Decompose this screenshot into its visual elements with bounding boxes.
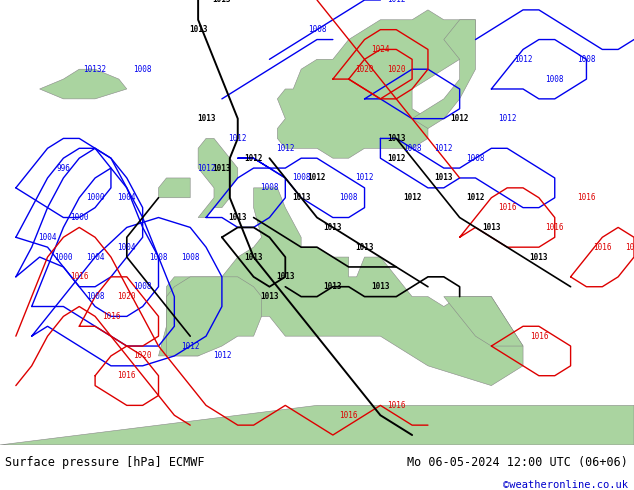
Text: 1013: 1013 [260,292,279,301]
Text: 1013: 1013 [276,272,295,281]
Text: 1020: 1020 [387,65,406,74]
Text: 1016: 1016 [339,411,358,420]
Text: 1013: 1013 [189,25,207,34]
Text: 1013: 1013 [197,114,216,123]
Text: 1012: 1012 [466,193,485,202]
Text: 1016: 1016 [624,243,634,252]
Polygon shape [444,296,523,346]
Text: 1008: 1008 [403,144,422,153]
Text: 1008: 1008 [307,25,327,34]
Text: 1013: 1013 [228,213,247,222]
Text: 1013: 1013 [482,223,501,232]
Text: 1012: 1012 [181,342,200,350]
Text: 1000: 1000 [86,193,105,202]
Text: 1012: 1012 [307,173,327,182]
Polygon shape [158,178,190,198]
Text: 1013: 1013 [212,0,231,4]
Text: 1013: 1013 [244,252,263,262]
Polygon shape [278,10,476,158]
Text: 1016: 1016 [529,332,548,341]
Text: 1008: 1008 [339,193,358,202]
Text: 1004: 1004 [38,233,57,242]
Text: 1013: 1013 [292,193,311,202]
Text: 1008: 1008 [260,183,279,193]
Text: 1020: 1020 [117,292,136,301]
Text: 1012: 1012 [228,134,247,143]
Text: 1016: 1016 [70,272,89,281]
Text: 1012: 1012 [387,0,406,4]
Polygon shape [158,188,523,386]
Text: 1016: 1016 [545,223,564,232]
Text: 1013: 1013 [387,134,406,143]
Text: 1008: 1008 [181,252,200,262]
Text: 1012: 1012 [276,144,295,153]
Text: Surface pressure [hPa] ECMWF: Surface pressure [hPa] ECMWF [5,457,205,469]
Polygon shape [0,405,634,445]
Text: 996: 996 [56,164,70,172]
Text: 1008: 1008 [545,74,564,84]
Text: 1012: 1012 [514,55,533,64]
Text: 1024: 1024 [371,45,390,54]
Text: 1016: 1016 [577,193,596,202]
Text: 1013: 1013 [371,282,390,291]
Text: 1008: 1008 [577,55,596,64]
Text: 1016: 1016 [387,401,406,410]
Text: 1008: 1008 [292,173,311,182]
Text: 1008: 1008 [149,252,168,262]
Text: 1012: 1012 [387,154,406,163]
Text: 1008: 1008 [466,154,485,163]
Text: 1012: 1012 [450,114,469,123]
Polygon shape [198,138,238,218]
Text: 1020: 1020 [133,351,152,361]
Text: 1016: 1016 [593,243,612,252]
Text: 1008: 1008 [133,65,152,74]
Text: 1012: 1012 [212,351,231,361]
Text: 1012: 1012 [434,144,453,153]
Polygon shape [166,277,261,356]
Text: 1016: 1016 [117,371,136,380]
Text: 1008: 1008 [133,282,152,291]
Text: 1013: 1013 [355,243,374,252]
Text: 1016: 1016 [101,312,120,321]
Text: 1008: 1008 [86,292,105,301]
Polygon shape [412,20,476,128]
Text: 1004: 1004 [117,243,136,252]
Text: 10132: 10132 [84,65,107,74]
Text: 1004: 1004 [86,252,105,262]
Text: Mo 06-05-2024 12:00 UTC (06+06): Mo 06-05-2024 12:00 UTC (06+06) [407,457,628,469]
Text: 1004: 1004 [117,193,136,202]
Text: 1012: 1012 [355,173,374,182]
Text: ©weatheronline.co.uk: ©weatheronline.co.uk [503,480,628,490]
Text: 1000: 1000 [54,252,73,262]
Text: 1013: 1013 [529,252,548,262]
Text: 1013: 1013 [212,164,231,172]
Text: 1000: 1000 [70,213,89,222]
Text: 1016: 1016 [498,203,517,212]
Text: 1020: 1020 [355,65,374,74]
Polygon shape [39,69,127,99]
Text: 1013: 1013 [323,223,342,232]
Text: 1012: 1012 [244,154,263,163]
Text: 1013: 1013 [434,173,453,182]
Text: 1012: 1012 [498,114,517,123]
Text: 1012: 1012 [403,193,422,202]
Text: 1013: 1013 [323,282,342,291]
Text: 1012: 1012 [197,164,216,172]
